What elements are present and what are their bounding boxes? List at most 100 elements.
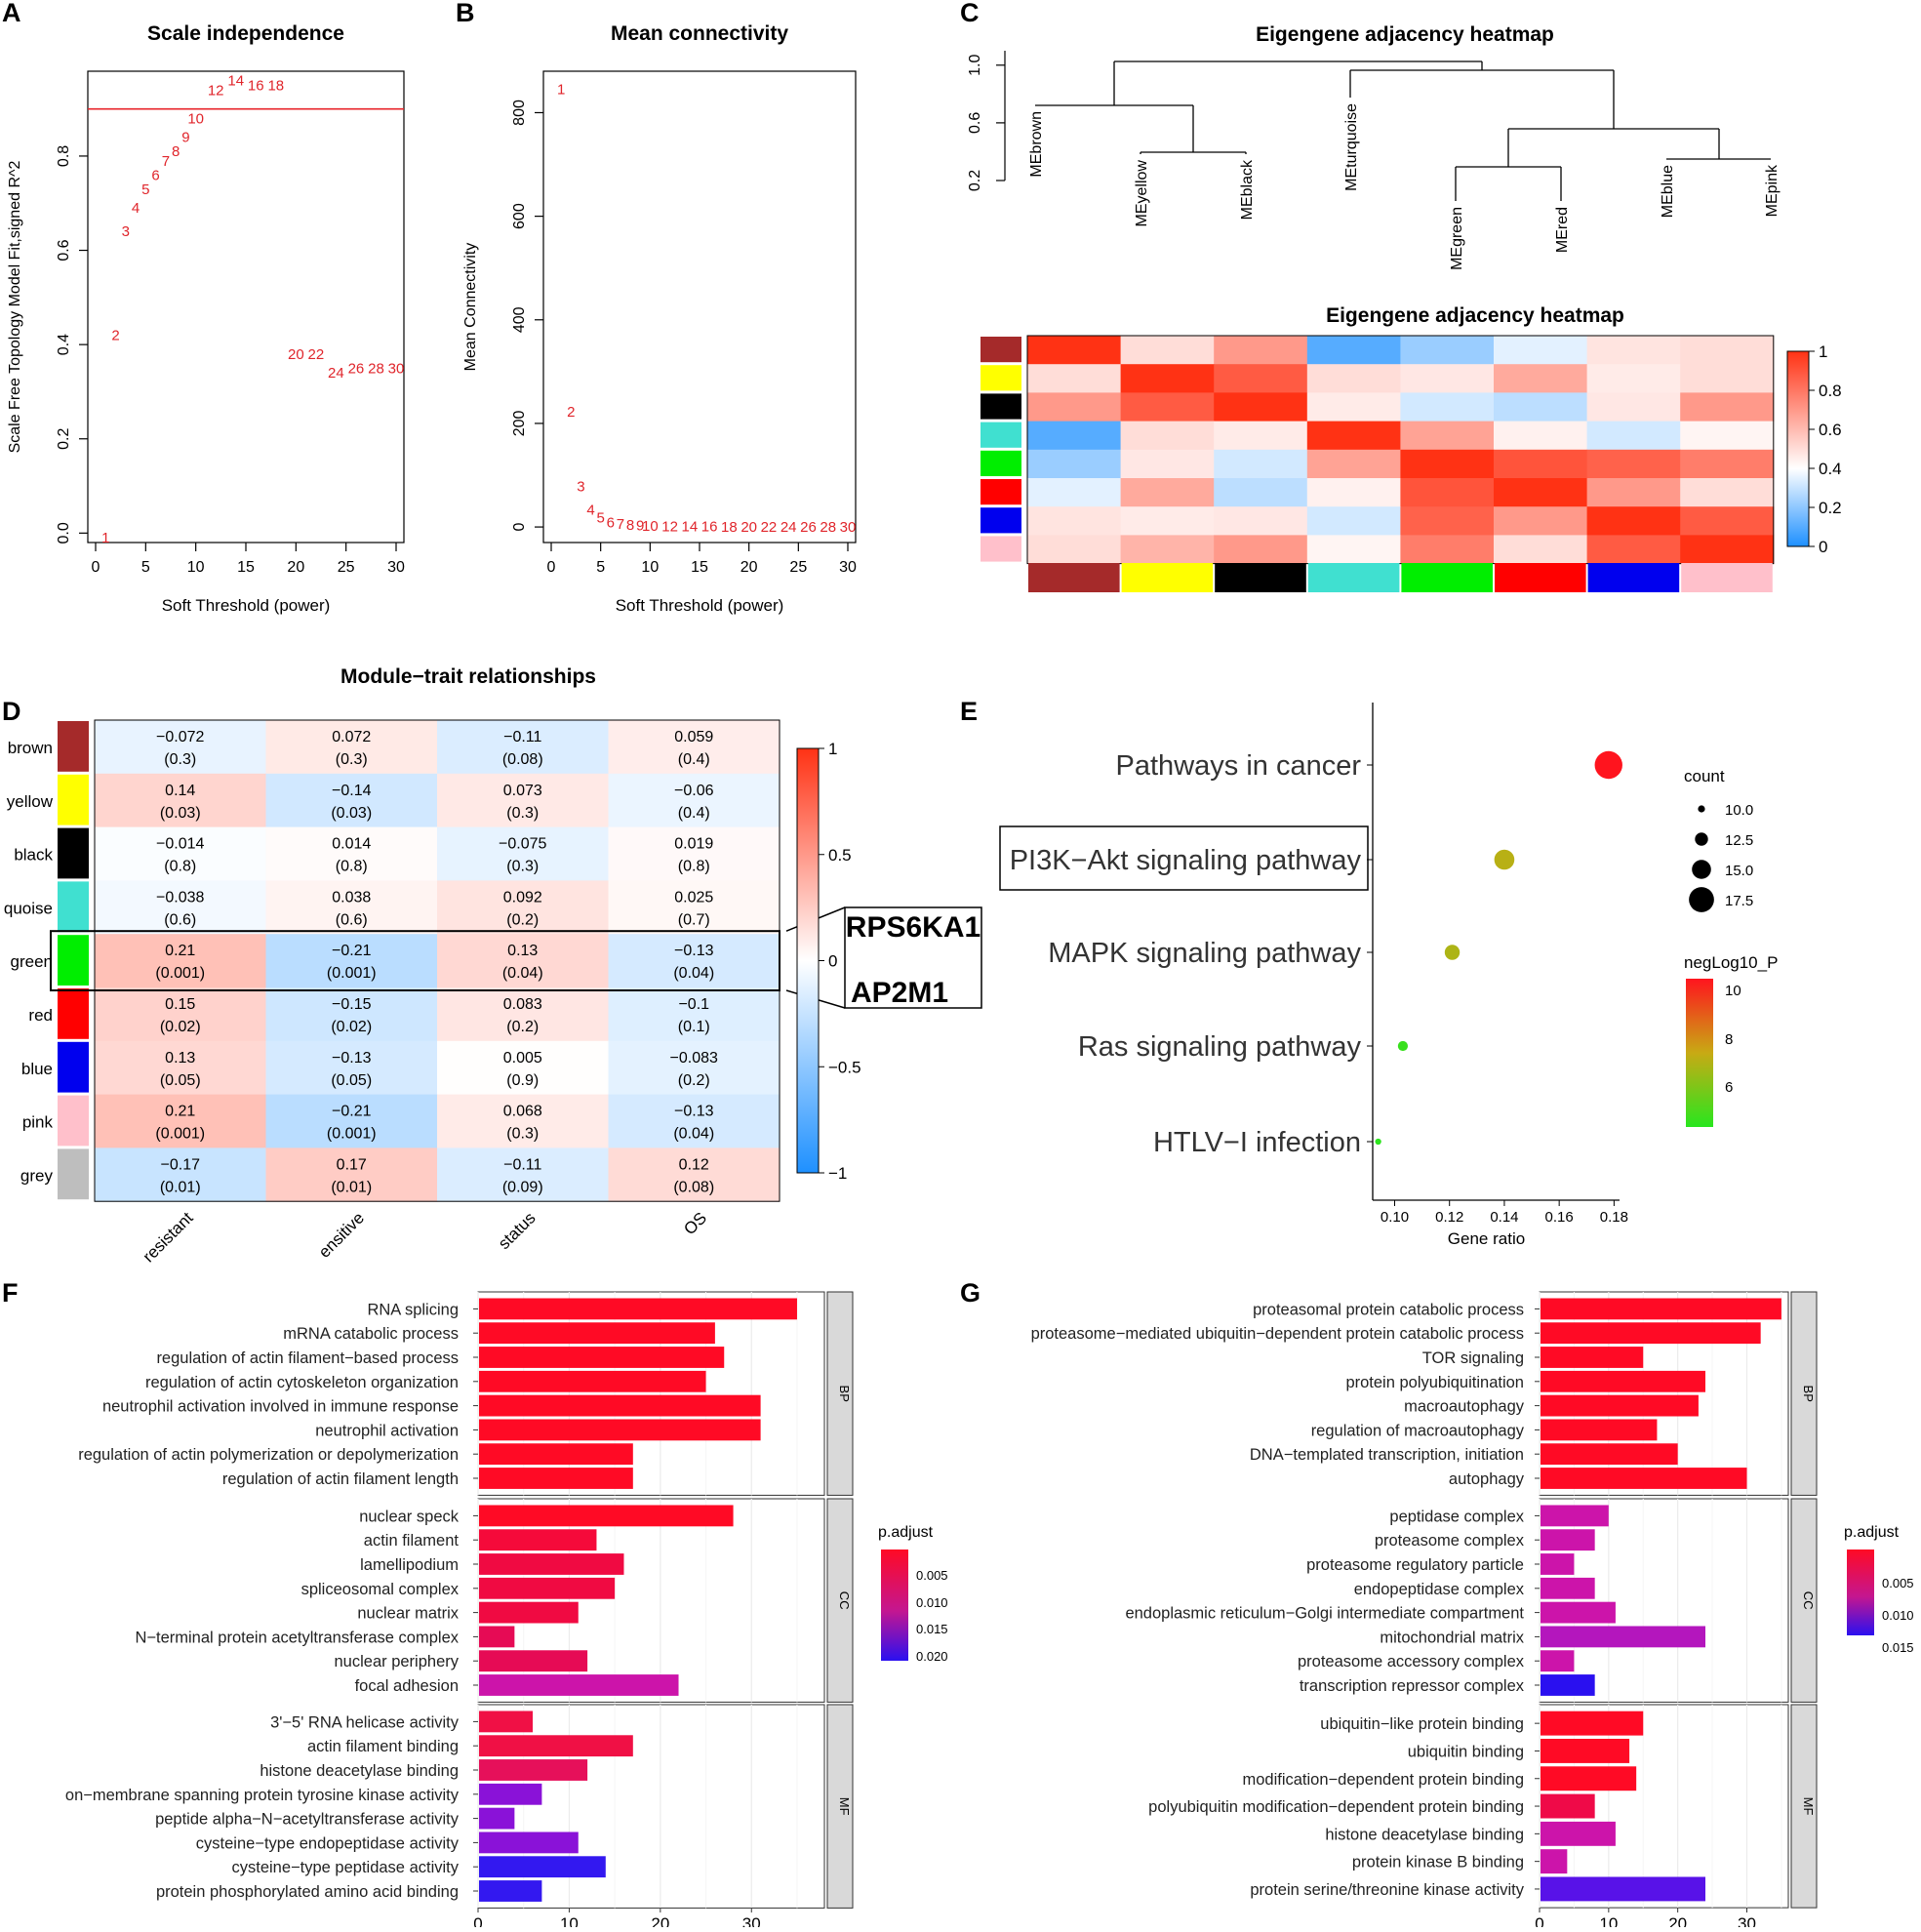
y-tick-label: 400: [511, 306, 528, 333]
row-color-swatch: [981, 393, 1021, 420]
bar: [479, 1553, 624, 1575]
category-label: spliceosomal complex: [301, 1581, 460, 1598]
x-tick-label: 25: [338, 559, 355, 576]
x-tick-label: 10: [560, 1914, 579, 1927]
cell-pvalue: (0.3): [506, 805, 539, 822]
facet-strip-label: MF: [1801, 1797, 1816, 1816]
cell-pvalue: (0.1): [678, 1019, 710, 1035]
heatmap-cell: [437, 987, 609, 1042]
y-axis-label: Mean Connectivity: [462, 243, 479, 372]
size-legend-label: 17.5: [1725, 893, 1753, 909]
heatmap-cell: [95, 987, 266, 1042]
dendrogram-tick-label: 0.6: [967, 112, 983, 134]
heatmap-cell: [1400, 364, 1495, 393]
heatmap-cell: [265, 880, 438, 935]
cell-value: 0.21: [165, 943, 195, 959]
data-point-label: 26: [800, 519, 817, 536]
pathway-label: Ras signaling pathway: [1078, 1031, 1362, 1063]
facet-strip: [1790, 1704, 1818, 1909]
data-point-label: 18: [721, 519, 738, 536]
panel-letter-a: A: [2, 0, 21, 27]
x-tick-label: 30: [387, 559, 405, 576]
facet-strip-label: MF: [837, 1797, 852, 1816]
cell-pvalue: (0.2): [678, 1072, 710, 1089]
cell-pvalue: (0.3): [336, 751, 368, 768]
category-label: polyubiquitin modification−dependent pro…: [1148, 1798, 1524, 1816]
category-label: nuclear speck: [359, 1508, 460, 1525]
bar: [479, 1674, 679, 1696]
heatmap-cell: [1586, 336, 1681, 365]
bar: [1541, 1821, 1616, 1846]
heatmap-cell: [265, 1040, 438, 1096]
x-tick-label: 0.10: [1381, 1209, 1409, 1226]
column-color-swatch: [1587, 563, 1680, 592]
heatmap-cell: [1214, 392, 1308, 423]
category-label: regulation of actin filament−based proce…: [156, 1349, 459, 1367]
data-point-label: 4: [586, 503, 594, 519]
heatmap-cell: [608, 720, 780, 775]
data-point-label: 7: [617, 516, 624, 533]
heatmap-cell: [1214, 478, 1308, 507]
facet-panel: [1539, 1291, 1789, 1496]
data-point-label: 5: [141, 181, 149, 198]
cell-pvalue: (0.8): [164, 859, 196, 875]
category-label: neutrophil activation involved in immune…: [102, 1398, 459, 1416]
dendrogram-leaf-label: MEturquoise: [1343, 103, 1360, 191]
highlight-box: [999, 825, 1369, 891]
y-tick-label: 800: [511, 100, 528, 126]
size-legend-dot: [1695, 832, 1708, 846]
heatmap-cell: [1120, 421, 1215, 451]
row-color-swatch: [981, 507, 1021, 534]
data-point-label: 6: [151, 167, 159, 183]
bar: [479, 1783, 542, 1805]
cell-value: 0.059: [674, 729, 713, 745]
cell-value: −0.15: [332, 996, 372, 1013]
size-legend-label: 10.0: [1725, 802, 1753, 819]
heatmap-cell: [265, 773, 438, 828]
bar: [1541, 1793, 1595, 1819]
bar: [479, 1601, 579, 1624]
heatmap-cell: [1680, 449, 1775, 479]
bar: [1541, 1876, 1705, 1902]
dendrogram-leaf-label: MEred: [1554, 207, 1571, 253]
panel-letter-f: F: [2, 1278, 19, 1308]
x-tick-label: 0.14: [1490, 1209, 1518, 1226]
heatmap-cell: [1214, 449, 1308, 479]
colorbar-tick-label: 0: [1819, 538, 1827, 556]
panel-d-module-trait: Module−trait relationships −0.072 (0.3) 0.0…: [4, 665, 982, 1266]
cell-value: 0.019: [674, 836, 713, 853]
heatmap-cell: [1400, 336, 1495, 365]
heatmap-cell: [1680, 392, 1775, 423]
heatmap-cell: [1400, 392, 1495, 423]
cell-value: −0.21: [332, 1104, 372, 1120]
cell-value: 0.073: [503, 783, 542, 799]
cell-pvalue: (0.7): [678, 911, 710, 928]
facet-strip-label: BP: [837, 1386, 852, 1402]
facet-panel: [477, 1291, 825, 1496]
cell-value: 0.014: [332, 836, 371, 853]
cell-value: 0.025: [674, 889, 713, 906]
y-tick-label: 200: [511, 410, 528, 436]
row-color-swatch: [981, 337, 1021, 363]
heatmap-cell: [1586, 421, 1681, 451]
legend-tick-label: 0.020: [916, 1649, 948, 1664]
data-point-label: 12: [208, 82, 224, 99]
cell-value: 0.005: [503, 1050, 542, 1067]
data-point-label: 3: [577, 479, 584, 496]
bar: [479, 1419, 761, 1441]
cell-pvalue: (0.08): [502, 751, 543, 768]
heatmap-cell: [1680, 336, 1775, 365]
row-color-swatch: [58, 1148, 89, 1200]
x-tick-label: 15: [237, 559, 255, 576]
category-label: mRNA catabolic process: [283, 1325, 459, 1343]
category-label: cysteine−type endopeptidase activity: [196, 1834, 460, 1852]
heatmap-cell: [1400, 421, 1495, 451]
bar: [479, 1443, 633, 1466]
heatmap-cell: [437, 1094, 609, 1148]
x-tick-label: 0: [547, 559, 556, 576]
bar: [479, 1322, 715, 1345]
color-legend-label: 10: [1725, 983, 1741, 999]
cell-pvalue: (0.01): [160, 1179, 201, 1195]
category-label: histone deacetylase binding: [260, 1762, 459, 1780]
bar: [1541, 1298, 1781, 1320]
